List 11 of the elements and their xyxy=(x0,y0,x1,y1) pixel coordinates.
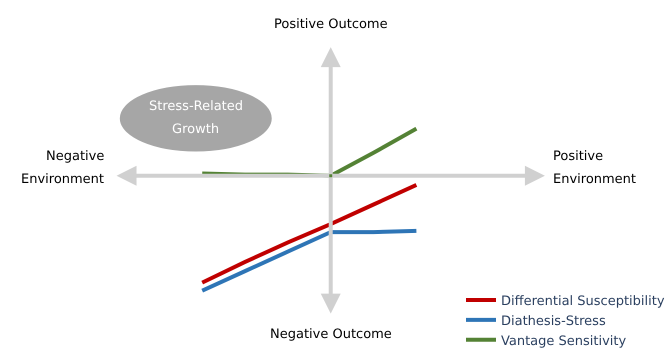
legend-label: Vantage Sensitivity xyxy=(501,334,627,349)
annotation: Growth xyxy=(172,122,220,137)
legend-label: Diathesis-Stress xyxy=(501,314,606,329)
legend-label: Differential Susceptibility xyxy=(501,294,665,310)
text: Positive Outcome xyxy=(274,17,388,32)
text: Stress-Related xyxy=(149,99,244,114)
text: Environment xyxy=(21,172,104,187)
text: Environment xyxy=(553,172,636,187)
text: Positive xyxy=(553,149,604,164)
text: Negative Outcome xyxy=(270,327,392,342)
text: Negative xyxy=(46,149,104,164)
